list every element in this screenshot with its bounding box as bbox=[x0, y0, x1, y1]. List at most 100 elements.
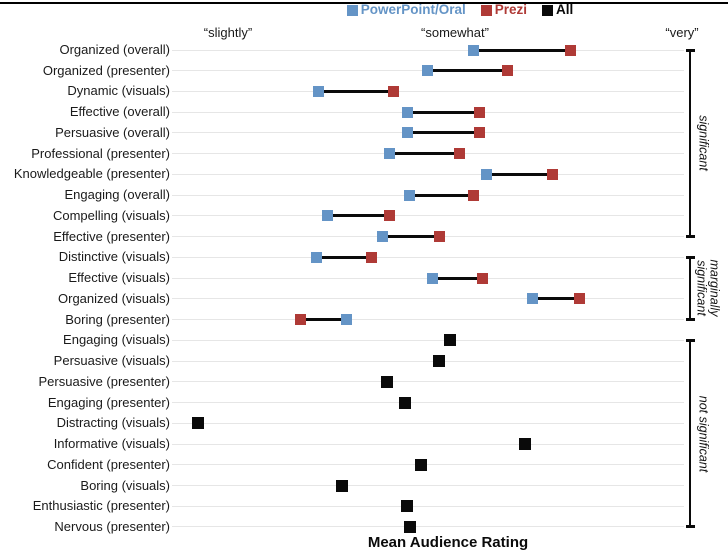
gridline bbox=[172, 402, 684, 404]
connector-line bbox=[318, 89, 394, 93]
significance-label: marginally significant bbox=[694, 260, 722, 317]
row-label: Engaging (visuals) bbox=[63, 332, 170, 348]
row-label: Effective (overall) bbox=[69, 104, 170, 120]
bracket-line bbox=[688, 257, 692, 320]
connector-line bbox=[300, 318, 347, 322]
marker-all bbox=[414, 458, 427, 471]
row-label: Professional (presenter) bbox=[31, 145, 170, 161]
gridline bbox=[172, 319, 684, 321]
x-axis-title: Mean Audience Rating bbox=[367, 534, 529, 551]
gridline bbox=[172, 49, 684, 51]
row-label: Distinctive (visuals) bbox=[58, 249, 170, 265]
legend-item-powerpoint: PowerPoint/Oral bbox=[346, 2, 466, 17]
gridline bbox=[172, 443, 684, 445]
marker-all bbox=[444, 334, 457, 347]
row-label: Dynamic (visuals) bbox=[67, 83, 170, 99]
bracket-line bbox=[688, 50, 692, 237]
marker-powerpoint bbox=[526, 293, 538, 305]
row-label: Engaging (presenter) bbox=[47, 394, 170, 410]
marker-all bbox=[433, 355, 446, 368]
gridline bbox=[172, 256, 684, 258]
legend: PowerPoint/Oral Prezi All bbox=[330, 1, 590, 19]
legend-label-all: All bbox=[556, 2, 574, 17]
row-label: Distracting (visuals) bbox=[56, 415, 170, 431]
row-label: Organized (presenter) bbox=[42, 62, 170, 78]
gridline bbox=[172, 215, 684, 217]
marker-prezi bbox=[388, 85, 400, 97]
marker-powerpoint bbox=[401, 106, 413, 118]
row-label: Knowledgeable (presenter) bbox=[13, 166, 170, 182]
row-label: Engaging (overall) bbox=[64, 187, 170, 203]
row-label: Boring (presenter) bbox=[65, 311, 170, 327]
marker-powerpoint bbox=[422, 65, 434, 77]
marker-powerpoint bbox=[426, 272, 438, 284]
marker-powerpoint bbox=[313, 85, 325, 97]
marker-powerpoint bbox=[404, 189, 416, 201]
marker-prezi bbox=[365, 251, 377, 263]
row-label: Effective (presenter) bbox=[53, 228, 170, 244]
marker-prezi bbox=[476, 272, 488, 284]
bracket-cap-top bbox=[685, 256, 695, 259]
connector-line bbox=[382, 235, 440, 239]
row-label: Persuasive (visuals) bbox=[53, 353, 170, 369]
marker-all bbox=[192, 417, 205, 430]
marker-all bbox=[401, 500, 414, 513]
bracket-cap-bottom bbox=[685, 525, 695, 528]
gridline bbox=[172, 360, 684, 362]
marker-prezi bbox=[574, 293, 586, 305]
marker-powerpoint bbox=[401, 127, 413, 139]
x-tick-somewhat: “somewhat” bbox=[421, 25, 489, 40]
bracket-line bbox=[688, 340, 692, 527]
legend-item-prezi: Prezi bbox=[480, 2, 528, 17]
bracket-cap-bottom bbox=[685, 235, 695, 238]
marker-prezi bbox=[474, 127, 486, 139]
legend-label-powerpoint: PowerPoint/Oral bbox=[360, 2, 466, 17]
connector-line bbox=[407, 110, 480, 114]
marker-all bbox=[335, 479, 348, 492]
row-label: Effective (visuals) bbox=[68, 270, 170, 286]
gridline bbox=[172, 381, 684, 383]
gridline bbox=[172, 90, 684, 92]
marker-powerpoint bbox=[340, 314, 352, 326]
row-label: Nervous (presenter) bbox=[54, 518, 170, 534]
row-label: Organized (overall) bbox=[59, 42, 170, 57]
row-label: Enthusiastic (presenter) bbox=[32, 498, 170, 514]
bracket-cap-top bbox=[685, 339, 695, 342]
legend-label-prezi: Prezi bbox=[494, 2, 528, 17]
significance-label: not significant bbox=[696, 395, 711, 472]
row-label: Persuasive (overall) bbox=[55, 124, 170, 140]
x-tick-very: “very” bbox=[665, 25, 699, 40]
gridline bbox=[172, 505, 684, 507]
marker-all bbox=[519, 438, 532, 451]
marker-prezi bbox=[565, 44, 577, 56]
row-label: Confident (presenter) bbox=[47, 456, 170, 472]
legend-swatch-powerpoint-icon bbox=[346, 4, 358, 16]
top-border-rule bbox=[0, 2, 728, 4]
row-label: Boring (visuals) bbox=[80, 477, 170, 493]
connector-line bbox=[532, 297, 580, 301]
connector-line bbox=[327, 214, 390, 218]
marker-prezi bbox=[501, 65, 513, 77]
marker-powerpoint bbox=[383, 148, 395, 160]
gridline bbox=[172, 339, 684, 341]
marker-all bbox=[403, 520, 416, 533]
marker-all bbox=[380, 375, 393, 388]
bracket-cap-bottom bbox=[685, 318, 695, 321]
marker-powerpoint bbox=[311, 251, 323, 263]
row-label: Persuasive (presenter) bbox=[38, 373, 171, 389]
legend-swatch-prezi-icon bbox=[480, 4, 492, 16]
gridline bbox=[172, 422, 684, 424]
row-label: Compelling (visuals) bbox=[52, 207, 170, 223]
marker-powerpoint bbox=[481, 168, 493, 180]
marker-powerpoint bbox=[376, 231, 388, 243]
gridline bbox=[172, 485, 684, 487]
connector-line bbox=[427, 69, 508, 73]
marker-prezi bbox=[295, 314, 307, 326]
gridline bbox=[172, 526, 684, 528]
significance-label: significant bbox=[696, 115, 711, 172]
gridline bbox=[172, 173, 684, 175]
marker-prezi bbox=[547, 168, 559, 180]
marker-prezi bbox=[474, 106, 486, 118]
connector-line bbox=[316, 255, 371, 259]
